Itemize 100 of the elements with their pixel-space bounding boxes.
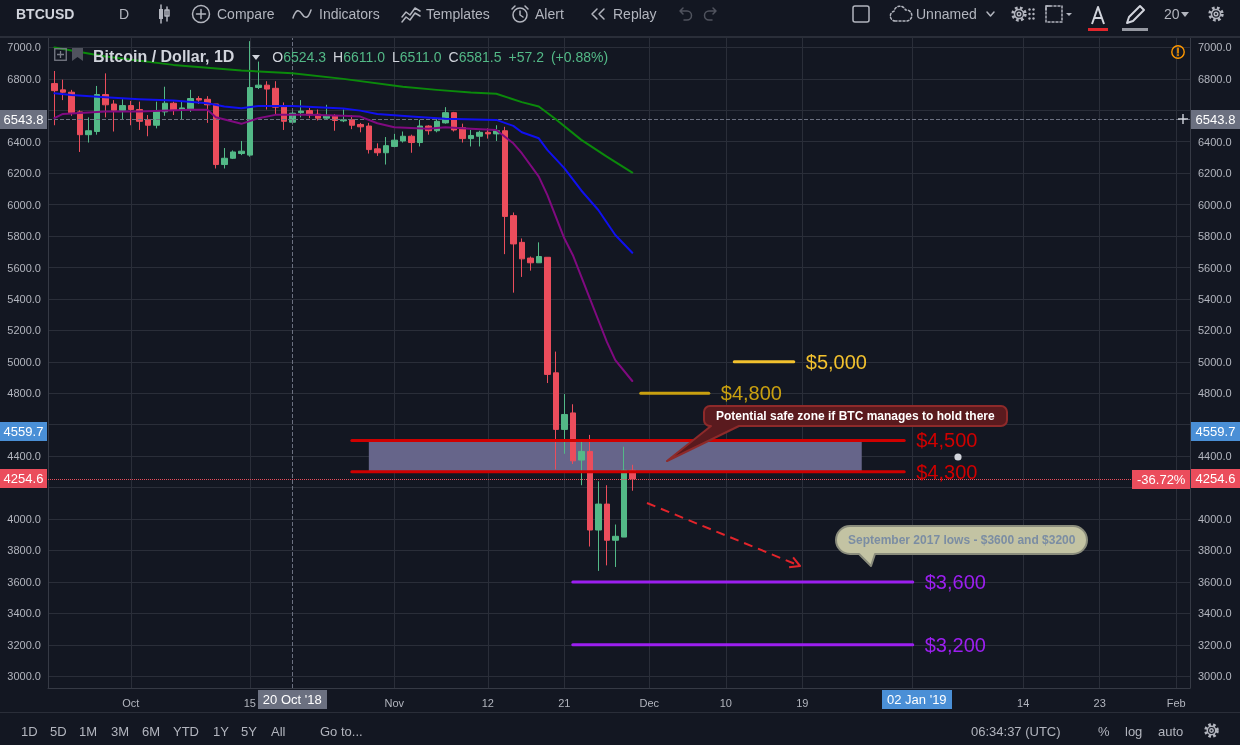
ref-line-label: 6543.8	[0, 109, 47, 129]
candlestick	[85, 116, 92, 144]
candlestick	[519, 237, 525, 278]
series-label: $4,800	[720, 382, 782, 405]
y2-tick-label: 4000.0	[1198, 513, 1232, 526]
y2-tick-label: 7000.0	[1198, 41, 1232, 54]
line-series	[53, 46, 634, 174]
text: 5Y	[241, 723, 257, 739]
text: Indicators	[319, 6, 380, 22]
candlestick	[323, 104, 330, 121]
candlestick	[221, 147, 228, 169]
x-tick-label: 21	[558, 696, 571, 709]
candlestick	[153, 101, 160, 129]
candlestick	[264, 80, 270, 111]
series-label: $5,000	[805, 350, 867, 373]
y2-tick-label: 4400.0	[1198, 450, 1232, 463]
candlestick	[60, 79, 66, 101]
candlestick	[51, 70, 58, 126]
y-tick-label: 3400.0	[7, 607, 41, 620]
candlestick	[374, 142, 381, 157]
candlestick	[544, 256, 551, 384]
y-tick-label: 3800.0	[7, 544, 41, 557]
annotation: Potential safe zone if BTC manages to hold there	[715, 408, 996, 425]
candlestick	[340, 109, 347, 123]
y2-tick-label: 4800.0	[1198, 387, 1232, 400]
candlestick	[128, 100, 134, 126]
text: 06:34:37 (UTC)	[971, 723, 1061, 739]
line-series	[53, 92, 634, 254]
y2-tick-label: 5800.0	[1198, 230, 1232, 243]
y2-tick-label: 5200.0	[1198, 324, 1232, 337]
text: D	[119, 6, 130, 22]
y-tick-label: 3600.0	[7, 575, 41, 588]
candlestick	[391, 133, 398, 148]
text: All	[271, 723, 286, 739]
candlestick	[145, 114, 151, 137]
y2-tick-label: 6800.0	[1198, 72, 1232, 85]
ref-line-label: 20 Oct '18	[257, 690, 327, 709]
candlestick	[400, 131, 406, 144]
candlestick	[357, 122, 364, 133]
x-tick-label: Nov	[384, 696, 405, 709]
text: Go to...	[320, 723, 363, 739]
y2-tick-label: 3600.0	[1198, 575, 1232, 588]
annotation: -36.72%	[1132, 469, 1191, 489]
candlestick	[536, 241, 542, 264]
y-tick-label: 5000.0	[7, 355, 41, 368]
y-tick-label: 4400.0	[7, 450, 41, 463]
text: YTD	[173, 723, 199, 739]
text: %	[1098, 723, 1110, 739]
y-tick-label: 6800.0	[7, 72, 41, 85]
y2-tick-label: 3800.0	[1198, 544, 1232, 557]
series-label: $4,300	[916, 460, 978, 483]
candlestick	[111, 99, 117, 133]
line-series	[53, 108, 634, 382]
x-tick-label: 14	[1017, 696, 1030, 709]
series-label: $3,200	[924, 633, 986, 656]
candlestick	[570, 403, 576, 465]
y2-tick-label: 6400.0	[1198, 135, 1232, 148]
text: 4559.7	[0, 421, 47, 441]
candlestick	[298, 99, 304, 118]
text: O6524.3 H6611.0 L6511.0 C6581.5 +57.2 (+0.88%)	[272, 49, 609, 65]
candlestick	[485, 127, 491, 140]
y-tick-label: 6400.0	[7, 135, 41, 148]
candlestick	[255, 61, 262, 90]
candlestick	[476, 130, 483, 147]
series-label: $3,600	[924, 570, 986, 593]
text: 4254.6	[1195, 471, 1236, 487]
x-tick-label: 12	[481, 696, 494, 709]
y-tick-label: 3000.0	[7, 670, 41, 683]
y-tick-label: 5200.0	[7, 324, 41, 337]
y-tick-label: 4800.0	[7, 387, 41, 400]
text: Alert	[535, 6, 564, 22]
text: 02 Jan '19	[882, 690, 952, 709]
y-tick-label: 6200.0	[7, 167, 41, 180]
x-tick-label: Oct	[122, 696, 140, 709]
y2-tick-label: 3400.0	[1198, 607, 1232, 620]
candlestick	[621, 446, 627, 538]
x-tick-label: Dec	[639, 696, 660, 709]
candlestick	[527, 256, 534, 272]
candlestick	[238, 140, 245, 156]
candlestick	[604, 484, 610, 566]
y2-tick-label: 5400.0	[1198, 292, 1232, 305]
candlestick	[119, 98, 126, 121]
y2-tick-label: 3200.0	[1198, 638, 1232, 651]
text: 5D	[50, 723, 67, 739]
text: 1M	[79, 723, 98, 739]
y-tick-label: 6000.0	[7, 198, 41, 211]
candlestick	[196, 95, 202, 105]
candlestick	[230, 149, 236, 160]
y-tick-label: 5400.0	[7, 292, 41, 305]
x-tick-label: 10	[719, 696, 732, 709]
candlestick	[510, 211, 517, 294]
candlestick	[247, 40, 253, 158]
text: 1Y	[213, 723, 229, 739]
text: 20	[1164, 6, 1180, 22]
y-tick-label: 7000.0	[7, 41, 41, 54]
candlestick	[468, 129, 474, 147]
text: BTCUSD	[16, 6, 75, 22]
candlestick	[383, 136, 389, 166]
candlestick	[502, 126, 508, 255]
text: 6543.8	[1195, 111, 1236, 127]
